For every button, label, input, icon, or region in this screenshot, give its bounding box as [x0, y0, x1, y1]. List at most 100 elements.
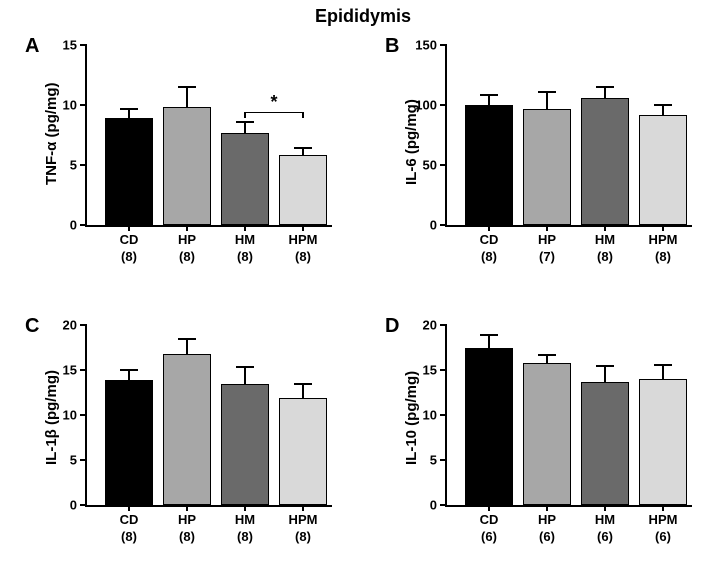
ytick	[440, 104, 447, 106]
bar-HM	[581, 98, 629, 225]
sig-bracket-tick	[302, 112, 304, 118]
errorbar	[604, 366, 606, 382]
xlabel-n-HM: (8)	[597, 249, 613, 264]
xlabel-HP: HP	[538, 512, 556, 527]
xlabel-n-CD: (8)	[121, 529, 137, 544]
ylabel-D: IL-10 (pg/mg)	[403, 371, 420, 465]
xlabel-HPM: HPM	[289, 232, 318, 247]
ytick-label: 10	[63, 98, 77, 113]
plot-C: 05101520CD(8)HP(8)HM(8)HPM(8)	[85, 325, 332, 507]
errorbar	[604, 87, 606, 98]
bar-group-HP	[523, 45, 571, 225]
panel-label-B: B	[385, 35, 399, 58]
ytick	[80, 44, 87, 46]
errorbar	[244, 122, 246, 133]
ylabel-B: IL-6 (pg/mg)	[403, 99, 420, 185]
ytick-label: 5	[430, 453, 437, 468]
bar-HM	[221, 384, 269, 506]
xlabel-n-HPM: (8)	[295, 529, 311, 544]
xtick	[186, 225, 188, 231]
xtick	[244, 225, 246, 231]
xlabel-n-HM: (6)	[597, 529, 613, 544]
ytick	[80, 504, 87, 506]
errorbar	[186, 339, 188, 353]
xlabel-HP: HP	[178, 512, 196, 527]
errorbar	[186, 87, 188, 107]
ytick	[80, 224, 87, 226]
xlabel-CD: CD	[120, 512, 139, 527]
bar-CD	[105, 380, 153, 505]
sig-star: *	[270, 92, 277, 113]
xtick	[488, 505, 490, 511]
errorbar	[488, 95, 490, 105]
errorbar-cap	[178, 86, 196, 88]
errorbar-cap	[120, 369, 138, 371]
xlabel-n-HM: (8)	[237, 529, 253, 544]
xlabel-n-CD: (6)	[481, 529, 497, 544]
errorbar-cap	[236, 121, 254, 123]
figure-epididymis: Epididymis A051015CD(8)HP(8)HM(8)HPM(8)*…	[0, 0, 726, 575]
xlabel-n-HPM: (8)	[295, 249, 311, 264]
xlabel-HM: HM	[595, 232, 615, 247]
bar-HPM	[639, 379, 687, 505]
ytick-label: 10	[63, 408, 77, 423]
xtick	[604, 505, 606, 511]
ytick	[440, 504, 447, 506]
errorbar-cap	[538, 91, 556, 93]
bar-HP	[163, 107, 211, 225]
bar-HM	[581, 382, 629, 505]
xtick	[128, 505, 130, 511]
bar-HP	[523, 109, 571, 225]
ytick-label: 0	[430, 498, 437, 513]
bar-HP	[523, 363, 571, 505]
errorbar-cap	[538, 354, 556, 356]
errorbar-cap	[654, 364, 672, 366]
errorbar	[662, 105, 664, 115]
xtick	[662, 225, 664, 231]
xlabel-n-HM: (8)	[237, 249, 253, 264]
xtick	[128, 225, 130, 231]
ytick-label: 0	[430, 218, 437, 233]
xlabel-n-HP: (7)	[539, 249, 555, 264]
xlabel-HM: HM	[235, 512, 255, 527]
xtick	[302, 505, 304, 511]
xtick	[302, 225, 304, 231]
ytick	[80, 414, 87, 416]
ytick-label: 0	[70, 218, 77, 233]
errorbar-cap	[178, 338, 196, 340]
errorbar-cap	[654, 104, 672, 106]
bar-HPM	[639, 115, 687, 225]
errorbar	[488, 335, 490, 348]
bar-CD	[105, 118, 153, 225]
ytick	[440, 414, 447, 416]
ytick-label: 50	[423, 158, 437, 173]
ytick	[440, 224, 447, 226]
errorbar-cap	[236, 366, 254, 368]
ytick-label: 15	[423, 363, 437, 378]
xlabel-CD: CD	[120, 232, 139, 247]
xlabel-HPM: HPM	[289, 512, 318, 527]
errorbar	[244, 367, 246, 383]
xlabel-n-CD: (8)	[481, 249, 497, 264]
xtick	[186, 505, 188, 511]
bar-group-HM	[221, 325, 269, 505]
xtick	[546, 225, 548, 231]
errorbar	[128, 370, 130, 380]
bar-group-HPM	[279, 325, 327, 505]
xtick	[662, 505, 664, 511]
ytick-label: 0	[70, 498, 77, 513]
errorbar	[546, 355, 548, 363]
xlabel-n-HP: (8)	[179, 529, 195, 544]
bar-HP	[163, 354, 211, 505]
xlabel-CD: CD	[480, 232, 499, 247]
xtick	[488, 225, 490, 231]
bar-group-HP	[163, 45, 211, 225]
ytick	[440, 369, 447, 371]
bar-group-HPM	[639, 325, 687, 505]
errorbar-cap	[294, 383, 312, 385]
bar-group-HPM	[279, 45, 327, 225]
ytick-label: 15	[63, 363, 77, 378]
ytick-label: 10	[423, 408, 437, 423]
bar-group-CD	[105, 325, 153, 505]
bar-group-CD	[465, 325, 513, 505]
